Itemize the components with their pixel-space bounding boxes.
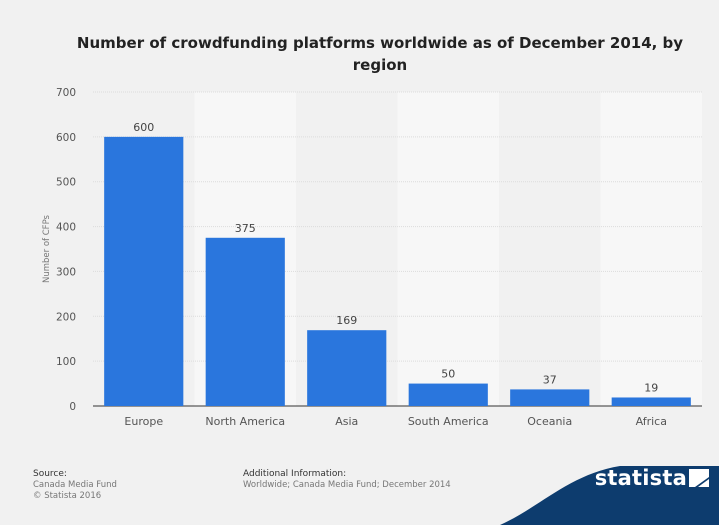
- copyright-line: © Statista 2016: [33, 491, 102, 501]
- y-tick-label: 200: [56, 311, 76, 323]
- x-tick-label: North America: [205, 415, 285, 428]
- source-heading: Source:: [33, 469, 67, 479]
- additional-info-text: Worldwide; Canada Media Fund; December 2…: [243, 480, 451, 490]
- data-label: 169: [336, 314, 357, 327]
- data-label: 600: [133, 121, 154, 134]
- bar: [205, 237, 285, 406]
- y-axis-title: Number of CFPs: [42, 214, 52, 283]
- bar: [510, 389, 590, 406]
- chart-title: Number of crowdfunding platforms worldwi…: [76, 34, 684, 74]
- bar: [104, 136, 184, 406]
- x-tick-label: Oceania: [527, 415, 572, 428]
- x-tick-label: Africa: [636, 415, 667, 428]
- y-tick-label: 0: [69, 401, 76, 413]
- data-label: 375: [235, 222, 256, 235]
- x-tick-label: Europe: [124, 415, 163, 428]
- data-label: 19: [644, 381, 658, 394]
- y-tick-label: 100: [56, 356, 76, 368]
- y-tick-label: 700: [56, 87, 76, 99]
- source-line: Canada Media Fund: [33, 480, 117, 490]
- bar: [307, 330, 387, 406]
- plot-band: [600, 92, 702, 406]
- statista-flag-icon: [689, 469, 709, 487]
- bar: [408, 383, 488, 406]
- plot-band: [397, 92, 499, 406]
- y-tick-label: 600: [56, 132, 76, 144]
- x-tick-label: South America: [408, 415, 489, 428]
- statista-logo-text: statista: [594, 466, 687, 490]
- y-tick-label: 300: [56, 266, 76, 278]
- additional-info-block: Additional Information: Worldwide; Canad…: [243, 469, 451, 491]
- additional-info-heading: Additional Information:: [243, 469, 347, 479]
- bar: [611, 397, 691, 406]
- source-block: Source: Canada Media Fund © Statista 201…: [33, 469, 117, 502]
- y-tick-label: 400: [56, 222, 76, 234]
- data-label: 50: [441, 368, 455, 381]
- x-tick-label: Asia: [335, 415, 358, 428]
- data-label: 37: [543, 373, 557, 386]
- statista-logo-background: [500, 466, 719, 525]
- y-tick-label: 500: [56, 177, 76, 189]
